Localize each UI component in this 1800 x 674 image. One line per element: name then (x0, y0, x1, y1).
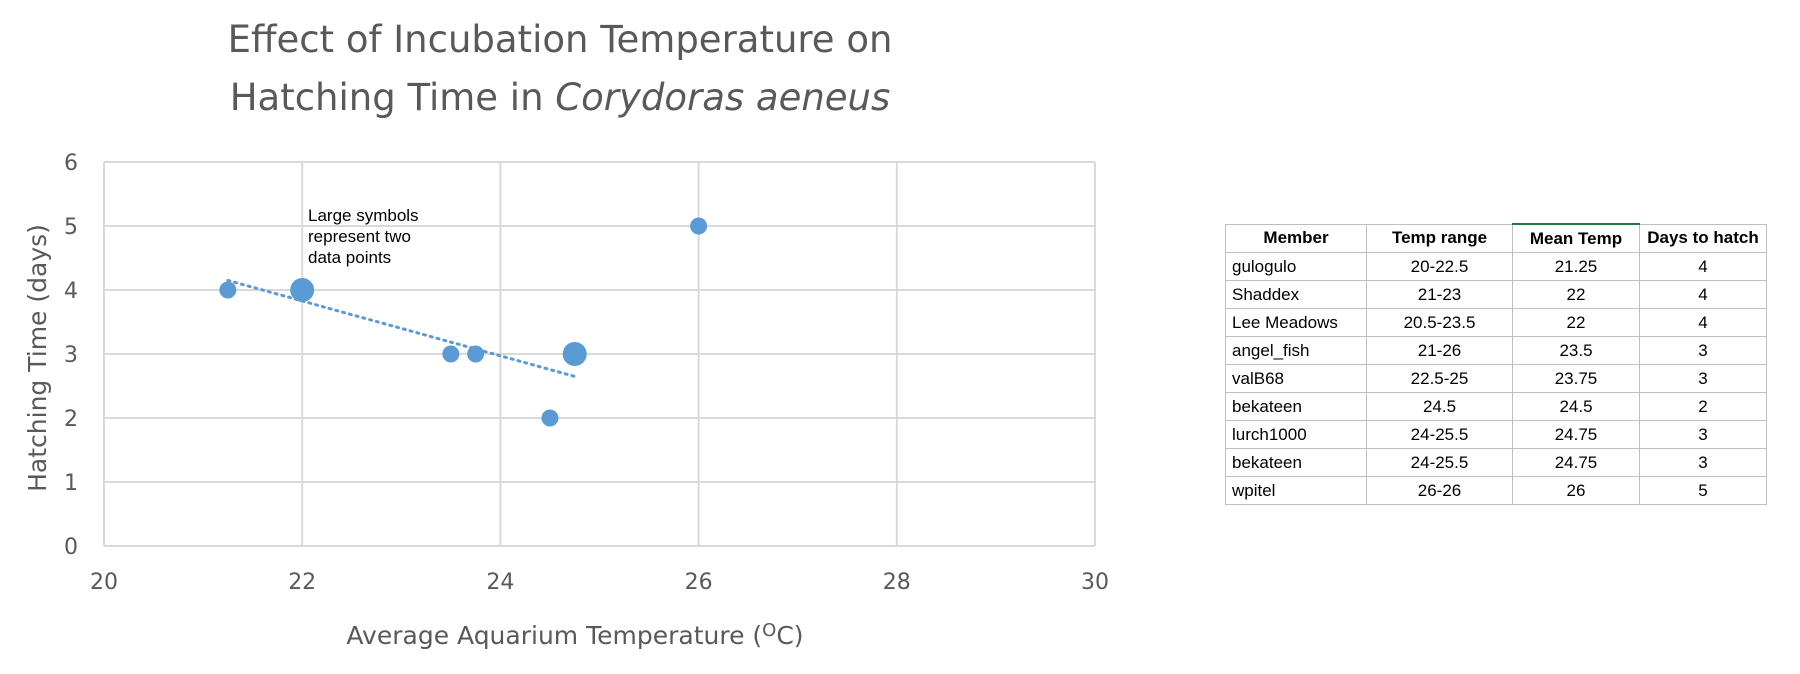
y-tick-label: 5 (64, 215, 78, 240)
cell-days-to-hatch: 2 (1639, 392, 1767, 421)
x-tick-label: 30 (1081, 570, 1109, 595)
scatter-chart: Effect of Incubation Temperature on Hatc… (23, 18, 1109, 650)
cell-temp-range: 21-26 (1366, 336, 1513, 365)
cell-days-to-hatch: 3 (1639, 448, 1767, 477)
data-point-large (562, 342, 587, 366)
cell-mean-temp: 21.25 (1512, 252, 1640, 281)
y-tick-label: 2 (64, 407, 78, 432)
header-days-to-hatch: Days to hatch (1639, 223, 1767, 253)
data-point (541, 409, 559, 427)
cell-member: lurch1000 (1225, 420, 1367, 449)
y-tick-label: 3 (64, 343, 78, 368)
table-row: bekateen 24-25.5 24.75 3 (1225, 448, 1767, 477)
table-row: lurch1000 24-25.5 24.75 3 (1225, 420, 1767, 449)
table-row: angel_fish 21-26 23.5 3 (1225, 336, 1767, 365)
annotation-line-1: Large symbols (308, 206, 419, 225)
annotation-line-3: data points (308, 248, 391, 267)
table-row: bekateen 24.5 24.5 2 (1225, 392, 1767, 421)
cell-temp-range: 26-26 (1366, 476, 1513, 505)
cell-mean-temp: 22 (1512, 280, 1640, 309)
cell-mean-temp: 24.75 (1512, 448, 1640, 477)
table-row: Lee Meadows 20.5-23.5 22 4 (1225, 308, 1767, 337)
y-tick-label: 6 (64, 151, 78, 176)
cell-temp-range: 24.5 (1366, 392, 1513, 421)
cell-temp-range: 20-22.5 (1366, 252, 1513, 281)
data-point (467, 345, 485, 363)
y-tick-label: 4 (64, 279, 78, 304)
cell-days-to-hatch: 4 (1639, 252, 1767, 281)
y-tick-label: 0 (64, 535, 78, 560)
x-tick-label: 22 (288, 570, 316, 595)
table-header-row: Member Temp range Mean Temp Days to hatc… (1225, 223, 1767, 253)
cell-member: wpitel (1225, 476, 1367, 505)
header-mean-temp: Mean Temp (1512, 223, 1640, 253)
annotation-text: Large symbols represent two data points (308, 206, 419, 267)
header-temp-range: Temp range (1366, 223, 1513, 253)
data-point-large (290, 278, 315, 302)
chart-title-line-1: Effect of Incubation Temperature on (228, 18, 893, 61)
cell-temp-range: 24-25.5 (1366, 420, 1513, 449)
cell-days-to-hatch: 3 (1639, 364, 1767, 393)
cell-mean-temp: 23.75 (1512, 364, 1640, 393)
y-tick-label: 1 (64, 471, 78, 496)
cell-member: gulogulo (1225, 252, 1367, 281)
cell-days-to-hatch: 4 (1639, 280, 1767, 309)
cell-days-to-hatch: 5 (1639, 476, 1767, 505)
table-row: wpitel 26-26 26 5 (1225, 476, 1767, 505)
data-points (219, 217, 708, 427)
cell-member: valB68 (1225, 364, 1367, 393)
cell-temp-range: 24-25.5 (1366, 448, 1513, 477)
table-row: Shaddex 21-23 22 4 (1225, 280, 1767, 309)
x-tick-label: 28 (883, 570, 911, 595)
data-point (442, 345, 460, 363)
cell-member: angel_fish (1225, 336, 1367, 365)
cell-temp-range: 21-23 (1366, 280, 1513, 309)
x-axis-label-degree: O (762, 620, 776, 641)
x-tick-label: 26 (685, 570, 713, 595)
x-tick-label: 24 (486, 570, 514, 595)
x-axis-ticks: 20 22 24 26 28 30 (90, 570, 1109, 595)
chart-title-line-2: Hatching Time in Corydoras aeneus (230, 76, 891, 119)
cell-member: bekateen (1225, 448, 1367, 477)
cell-temp-range: 20.5-23.5 (1366, 308, 1513, 337)
x-axis-label-prefix: Average Aquarium Temperature ( (346, 621, 762, 650)
chart-title-species: Corydoras aeneus (555, 76, 890, 119)
cell-days-to-hatch: 3 (1639, 336, 1767, 365)
cell-days-to-hatch: 4 (1639, 308, 1767, 337)
x-axis-label: Average Aquarium Temperature (OC) (346, 620, 803, 650)
data-table: Member Temp range Mean Temp Days to hatc… (1225, 223, 1767, 505)
data-point (690, 217, 708, 235)
cell-mean-temp: 22 (1512, 308, 1640, 337)
cell-member: Shaddex (1225, 280, 1367, 309)
cell-mean-temp: 26 (1512, 476, 1640, 505)
cell-temp-range: 22.5-25 (1366, 364, 1513, 393)
cell-days-to-hatch: 3 (1639, 420, 1767, 449)
gridlines (103, 161, 1096, 547)
table-row: gulogulo 20-22.5 21.25 4 (1225, 252, 1767, 281)
y-axis-label: Hatching Time (days) (23, 224, 52, 492)
cell-member: bekateen (1225, 392, 1367, 421)
x-tick-label: 20 (90, 570, 118, 595)
data-point (219, 281, 237, 299)
header-member: Member (1225, 223, 1367, 253)
cell-member: Lee Meadows (1225, 308, 1367, 337)
cell-mean-temp: 24.75 (1512, 420, 1640, 449)
y-axis-ticks: 0 1 2 3 4 5 6 (64, 151, 78, 560)
cell-mean-temp: 24.5 (1512, 392, 1640, 421)
x-axis-label-suffix: C) (776, 621, 803, 650)
chart-title-prefix: Hatching Time in (230, 76, 556, 119)
annotation-line-2: represent two (308, 227, 411, 246)
trendline (226, 278, 577, 378)
table-row: valB68 22.5-25 23.75 3 (1225, 364, 1767, 393)
cell-mean-temp: 23.5 (1512, 336, 1640, 365)
